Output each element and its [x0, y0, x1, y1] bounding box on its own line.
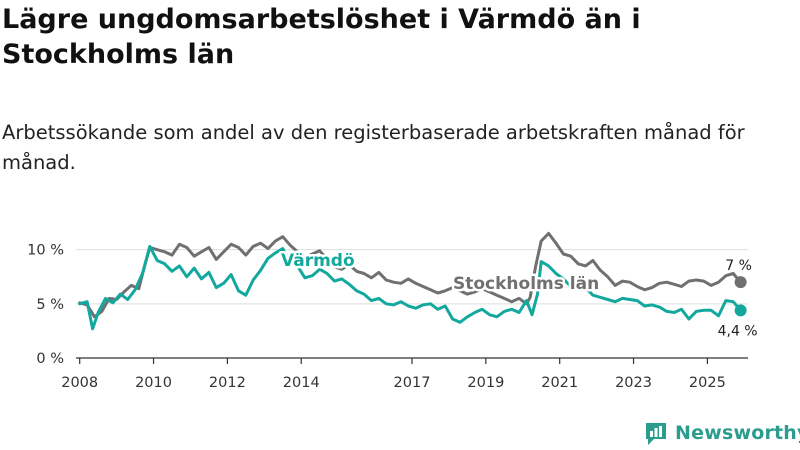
- x-axis: 2008 2010 2012 2014 2017 2019 2021 2023 2025: [61, 357, 748, 391]
- series-lines: [78, 231, 747, 331]
- brand-name: Newsworthy: [675, 422, 800, 444]
- x-tick-label: 2014: [283, 375, 320, 391]
- series-end-marker: [734, 304, 747, 317]
- x-tick-label: 2025: [689, 375, 726, 391]
- y-tick-label: 0 %: [36, 351, 64, 367]
- data-label: 4,4 %: [718, 323, 758, 339]
- series-line: [78, 244, 743, 331]
- x-tick-label: 2023: [615, 375, 652, 391]
- series-line: [78, 231, 743, 319]
- brand-logo[interactable]: Newsworthy: [644, 418, 800, 448]
- chart-subtitle: Arbetssökande som andel av den registerb…: [2, 121, 745, 174]
- data-label: 7 %: [725, 258, 752, 274]
- x-tick-label: 2021: [541, 375, 578, 391]
- chart-title: Lägre ungdomsarbetslöshet i Värmdö än i …: [2, 4, 641, 70]
- x-tick-label: 2008: [61, 375, 98, 391]
- series-label: Stockholms län: [453, 274, 599, 294]
- series-labels: Stockholms län Värmdö 7 % 4,4 %: [279, 249, 758, 340]
- x-tick-label: 2012: [209, 375, 246, 391]
- newsworthy-logo-icon: [646, 423, 666, 445]
- x-tick-label: 2010: [135, 375, 172, 391]
- x-tick-label: 2017: [394, 375, 431, 391]
- series-end-marker: [734, 276, 747, 289]
- y-tick-label: 5 %: [36, 297, 64, 313]
- y-tick-label: 10 %: [27, 243, 64, 259]
- series-label: Värmdö: [281, 251, 355, 271]
- x-tick-label: 2019: [467, 375, 504, 391]
